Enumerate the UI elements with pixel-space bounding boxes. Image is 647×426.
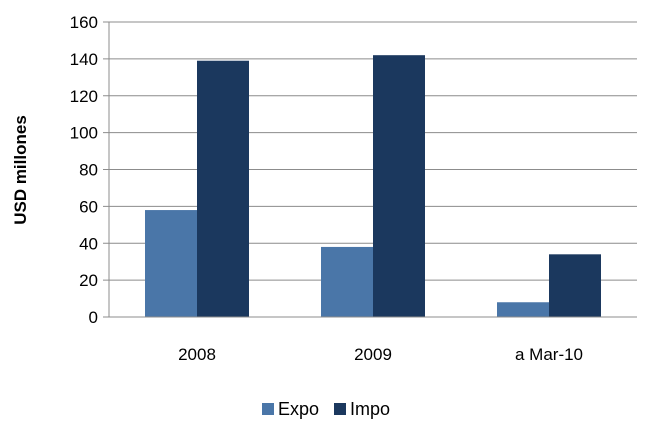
legend-swatch-impo [334,403,346,415]
y-tick-label: 0 [89,308,98,327]
y-tick-label: 60 [79,197,98,216]
y-tick-label: 160 [70,13,98,32]
legend-label-expo: Expo [278,399,319,419]
axes [103,21,637,318]
legend: Expo Impo [262,399,390,419]
bars [145,55,601,317]
y-tick-labels: 0 20 40 60 80 100 120 140 160 [70,13,98,327]
x-tick-label: a Mar-10 [515,345,583,364]
bar-expo-2 [497,302,549,317]
y-tick-label: 20 [79,271,98,290]
bar-impo-0 [197,60,249,317]
legend-label-impo: Impo [350,399,390,419]
y-tick-label: 80 [79,161,98,180]
x-tick-label: 2009 [354,345,392,364]
y-tick-label: 40 [79,234,98,253]
bar-expo-1 [321,246,373,317]
legend-swatch-expo [262,403,274,415]
y-tick-label: 100 [70,124,98,143]
bar-expo-0 [145,210,197,317]
x-tick-label: 2008 [178,345,216,364]
bar-impo-2 [549,254,601,317]
y-tick-label: 140 [70,50,98,69]
x-tick-labels: 2008 2009 a Mar-10 [178,345,583,364]
y-axis-title: USD millones [11,115,30,225]
y-tick-label: 120 [70,87,98,106]
bar-impo-1 [373,55,425,317]
